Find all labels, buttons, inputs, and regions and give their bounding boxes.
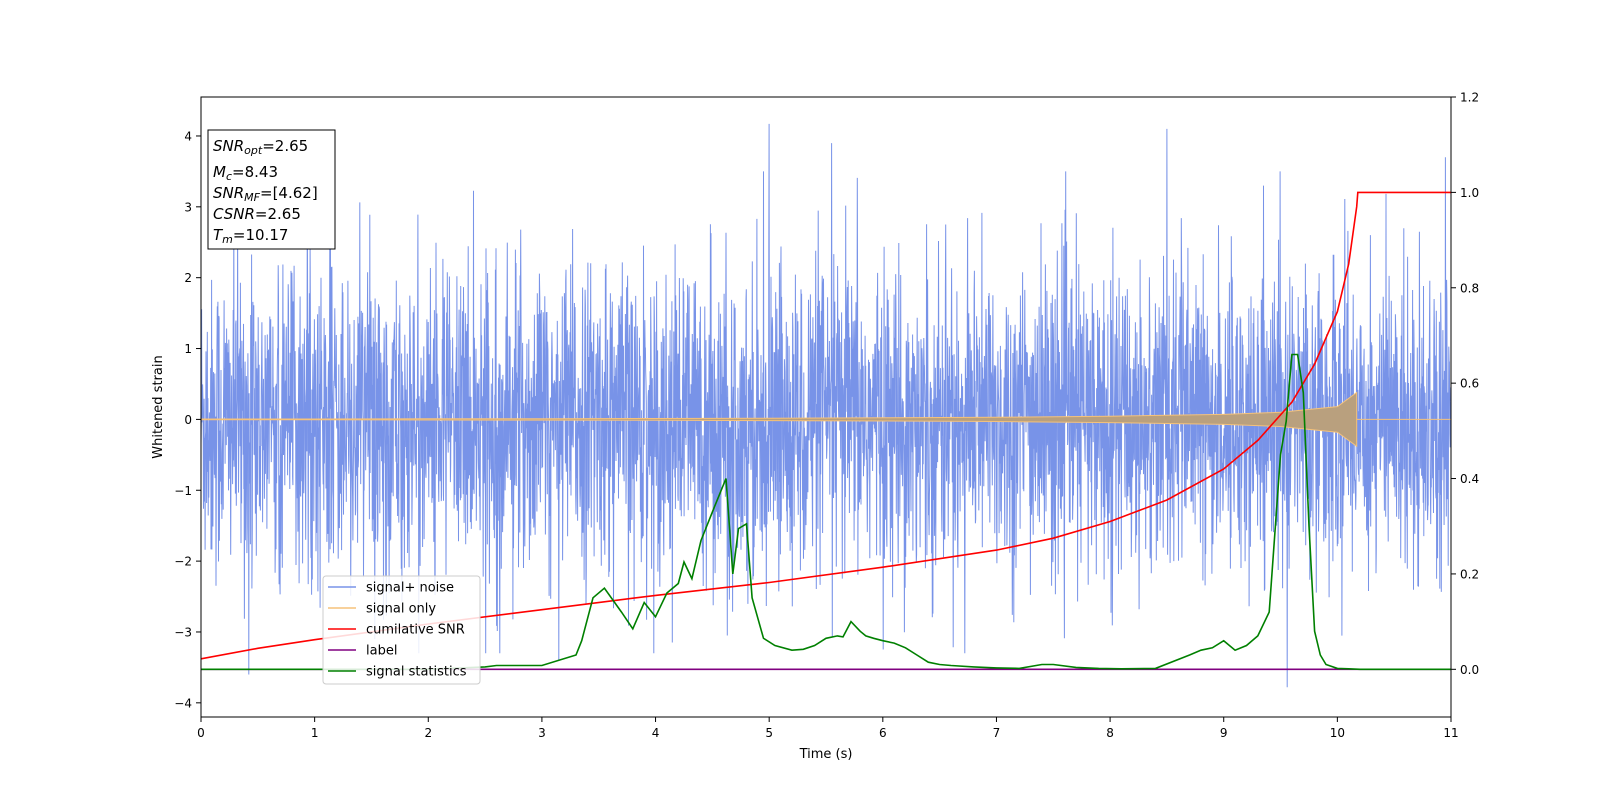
y2-tick-label: 0.4 bbox=[1460, 472, 1479, 486]
info-box-line: Mc=8.43 bbox=[213, 163, 278, 183]
y-tick-label: 1 bbox=[184, 342, 192, 356]
signal-noise-line bbox=[201, 123, 1451, 688]
x-tick-label: 10 bbox=[1330, 726, 1345, 740]
legend-label: cumilative SNR bbox=[366, 623, 465, 638]
info-box-line: SNRopt=2.65 bbox=[213, 137, 308, 157]
info-box-line: SNRMF=[4.62] bbox=[213, 184, 318, 204]
y-tick-label: 3 bbox=[184, 200, 192, 214]
x-axis: 0 1 2 3 4 5 6 7 8 9 10 11 bbox=[197, 717, 1459, 740]
y-tick-label: 2 bbox=[184, 271, 192, 285]
y-tick-label: −3 bbox=[174, 625, 192, 639]
x-tick-label: 9 bbox=[1220, 726, 1228, 740]
y-axis-right: 0.0 0.2 0.4 0.6 0.8 1.0 1.2 bbox=[1451, 91, 1479, 677]
x-tick-label: 0 bbox=[197, 726, 205, 740]
y-axis-left: −4 −3 −2 −1 0 1 2 3 4 bbox=[174, 129, 201, 710]
legend: signal+ noise signal only cumilative SNR la… bbox=[322, 575, 481, 685]
y-axis-label: Whitened strain bbox=[151, 355, 166, 458]
x-tick-label: 6 bbox=[879, 726, 887, 740]
y2-tick-label: 0.8 bbox=[1460, 281, 1479, 295]
x-tick-label: 3 bbox=[538, 726, 546, 740]
y-tick-label: −4 bbox=[174, 696, 192, 710]
y-tick-label: −2 bbox=[174, 555, 192, 569]
x-tick-label: 5 bbox=[765, 726, 773, 740]
x-tick-label: 8 bbox=[1106, 726, 1114, 740]
legend-label: signal only bbox=[366, 602, 436, 617]
x-tick-label: 11 bbox=[1443, 726, 1458, 740]
y2-tick-label: 0.2 bbox=[1460, 567, 1479, 581]
legend-label: signal+ noise bbox=[366, 581, 454, 596]
signal-statistics-series bbox=[201, 353, 1451, 671]
x-axis-label: Time (s) bbox=[799, 747, 853, 762]
info-box-frame bbox=[207, 129, 336, 250]
y2-tick-label: 1.0 bbox=[1460, 186, 1479, 200]
signal-only-envelope bbox=[201, 391, 1358, 448]
y-tick-label: −1 bbox=[174, 484, 192, 498]
plot-frame bbox=[200, 96, 1452, 718]
y-tick-label: 0 bbox=[184, 413, 192, 427]
signal-only-series bbox=[201, 391, 1451, 448]
signal-noise-series bbox=[201, 123, 1451, 688]
x-tick-label: 1 bbox=[311, 726, 319, 740]
y2-tick-label: 0.0 bbox=[1460, 663, 1479, 677]
y-tick-label: 4 bbox=[184, 129, 192, 143]
y2-tick-label: 1.2 bbox=[1460, 91, 1479, 105]
y2-tick-label: 0.6 bbox=[1460, 377, 1479, 391]
x-tick-label: 2 bbox=[424, 726, 432, 740]
x-tick-label: 4 bbox=[652, 726, 660, 740]
legend-label: signal statistics bbox=[366, 665, 467, 680]
legend-frame bbox=[322, 575, 481, 685]
legend-label: label bbox=[366, 644, 397, 659]
info-box-line: Tm=10.17 bbox=[213, 226, 288, 246]
info-box-line: CSNR=2.65 bbox=[213, 205, 301, 223]
x-tick-label: 7 bbox=[993, 726, 1001, 740]
signal-statistics-line bbox=[201, 353, 1451, 671]
